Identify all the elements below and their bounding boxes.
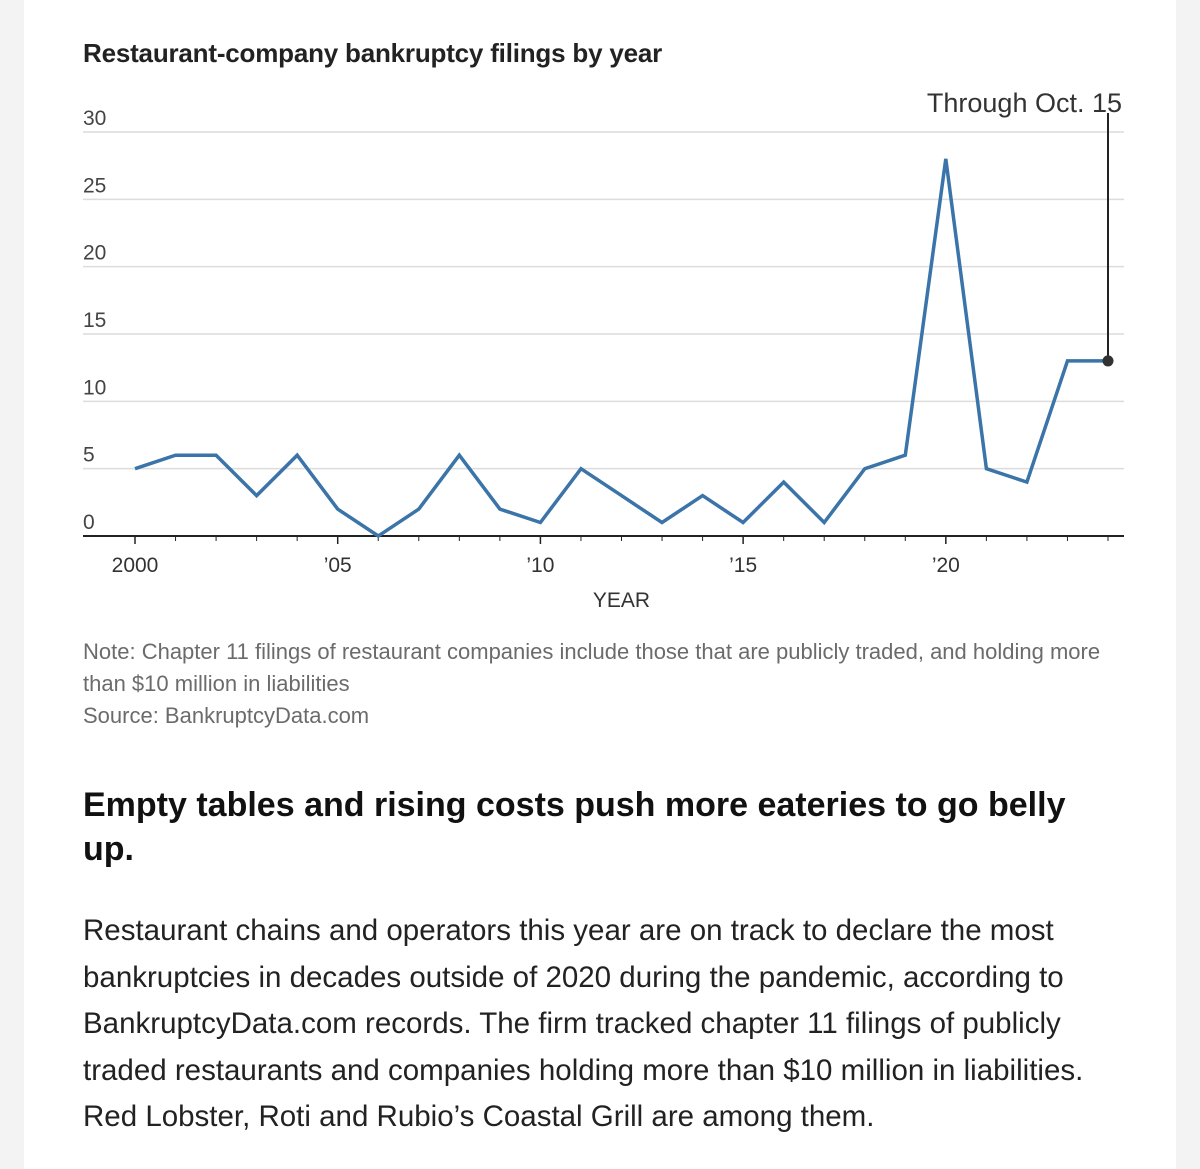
article-body: Restaurant chains and operators this yea… [83,914,1084,1133]
y-tick-label: 20 [83,242,106,265]
data-point [822,521,826,525]
data-point [174,453,178,457]
annotation-dot [1102,355,1114,367]
x-tick-label: ’05 [324,554,352,577]
article-headline: Empty tables and rising costs push more … [83,786,1066,868]
x-tick-label: ’20 [932,554,960,577]
y-tick-label: 25 [83,174,106,197]
y-tick-label: 10 [83,376,106,399]
data-point [903,453,907,457]
data-point [701,494,705,498]
data-point [782,480,786,484]
data-point [741,521,745,525]
series-line [134,158,1108,539]
data-point [660,521,664,525]
y-tick-label: 30 [83,107,106,130]
chart-note: Note: Chapter 11 filings of restaurant c… [83,639,1101,696]
data-point [295,453,299,457]
data-point [498,507,502,511]
data-point [579,467,583,471]
page-edge-left [0,0,24,1169]
data-point [1065,359,1069,363]
data-point [214,453,218,457]
y-tick-label: 0 [83,511,95,534]
data-point [417,507,421,511]
data-point [620,494,624,498]
data-point [457,453,461,457]
x-axis-label: YEAR [593,589,650,612]
page-edge-right [1176,0,1200,1169]
chart-title: Restaurant-company bankruptcy filings by… [83,38,663,68]
data-point [1025,480,1029,484]
y-tick-label: 5 [83,444,95,467]
data-point [984,467,988,471]
data-point [133,467,137,471]
x-tick-label: 2000 [112,554,159,577]
chart-source: Source: BankruptcyData.com [83,703,370,728]
data-point [376,534,380,538]
data-point [944,157,948,161]
data-point [255,494,259,498]
y-tick-label: 15 [83,309,106,332]
data-point [863,467,867,471]
annotation-label: Through Oct. 15 [927,88,1122,118]
line-chart: 0 5 10 15 20 25 30 2000 ’05 ’10 ’15 ’20 YEAR Through … [83,88,1124,612]
x-tick-label: ’15 [729,554,757,577]
x-tick-label: ’10 [526,554,554,577]
data-point [336,507,340,511]
data-point [538,521,542,525]
